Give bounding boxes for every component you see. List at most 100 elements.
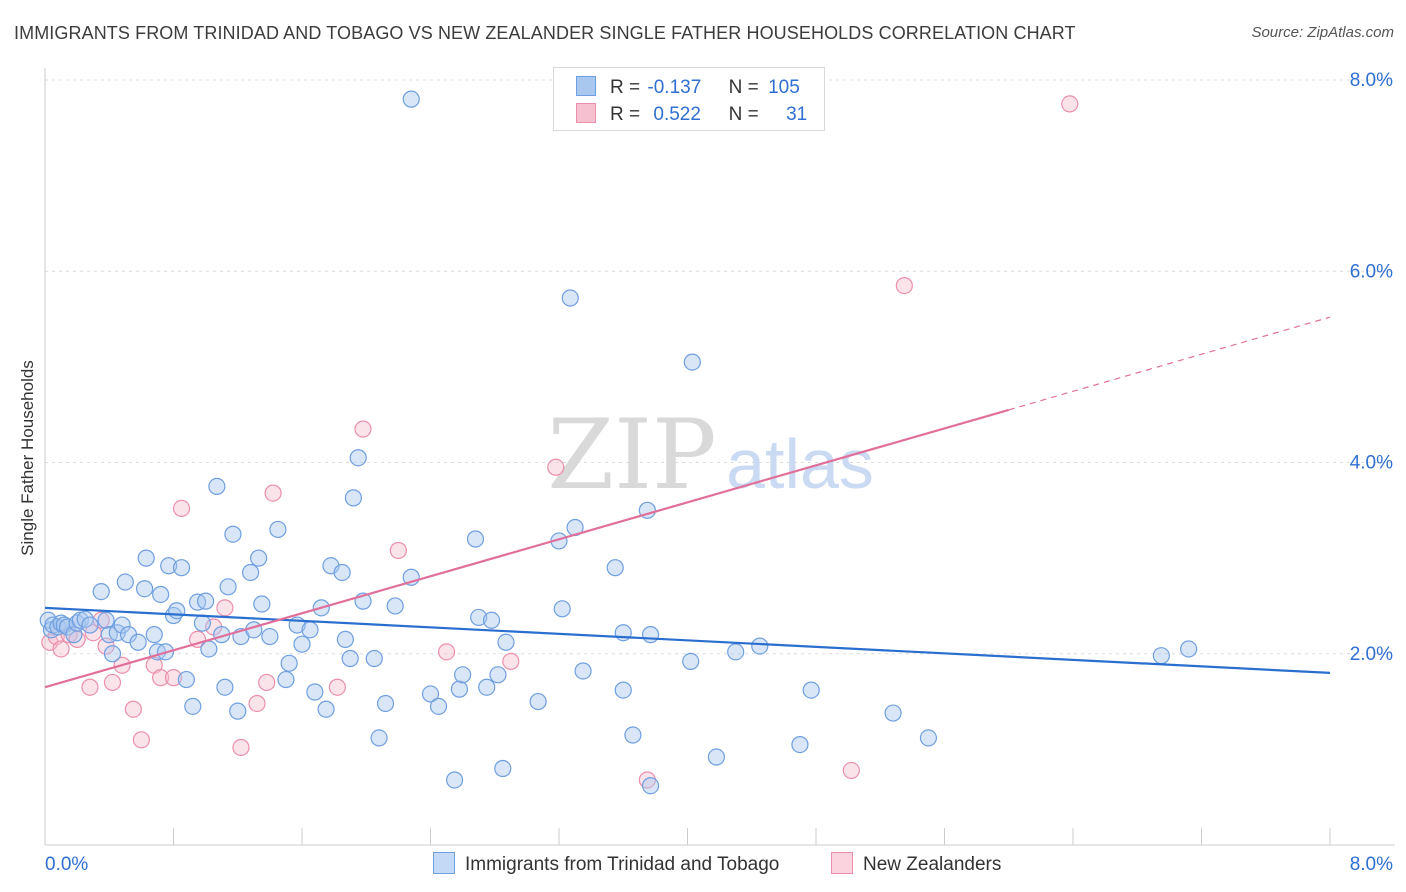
tick-labels: 2.0% 4.0% 6.0% 8.0% 0.0% 8.0% [45, 70, 1393, 875]
legend-swatch-blue [576, 76, 596, 96]
new-zealanders-point [842, 761, 860, 780]
trinidad-point [478, 678, 496, 696]
trinidad-point [200, 640, 218, 658]
trinidad-point [103, 645, 122, 663]
trinidad-point [137, 549, 155, 567]
trinidad-point [317, 700, 335, 718]
trinidad-point [39, 611, 57, 629]
trinidad-point [606, 559, 624, 577]
trinidad-point [494, 759, 512, 778]
watermark-zip: ZIP [547, 399, 716, 511]
trinidad-point [553, 600, 571, 618]
legend-n-value: 31 [786, 104, 808, 125]
trinidad-point [454, 666, 472, 684]
new-zealanders-point [52, 640, 70, 658]
new-zealanders-point [389, 541, 407, 560]
series-name-trinidad: Immigrants from Trinidad and Tobago [465, 854, 780, 875]
trinidad-point [336, 630, 354, 649]
legend-n-label: N = [728, 104, 759, 125]
series-name-new-zealanders: New Zealanders [863, 854, 1002, 875]
trinidad-point [450, 680, 469, 698]
trinidad-point [683, 353, 701, 371]
trinidad-point [277, 670, 295, 689]
trinidad-point [184, 697, 202, 715]
trinidad-point [177, 670, 195, 689]
watermark: ZIP atlas [547, 399, 874, 511]
trinidad-point [129, 633, 147, 651]
series-swatch-pink [831, 852, 853, 874]
new-zealanders-point [172, 499, 191, 517]
trinidad-point [445, 771, 464, 789]
trinidad-point [301, 621, 319, 639]
new-zealanders-point [547, 458, 565, 476]
trinidad-point [370, 729, 388, 747]
trinidad-point [529, 692, 547, 711]
trinidad-point [250, 549, 268, 567]
trinidad-point [172, 559, 191, 577]
trinidad-point [751, 637, 769, 655]
new-zealanders-point [258, 673, 276, 692]
trinidad-point [641, 626, 660, 644]
trinidad-point [97, 611, 115, 629]
new-zealanders-trend-extension [1008, 316, 1331, 411]
trinidad-point [1152, 647, 1170, 665]
trinidad-point [333, 563, 351, 582]
new-zealanders-point [328, 678, 346, 696]
axes [44, 68, 1395, 846]
trinidad-point [219, 578, 237, 596]
x-tick-label: 8.0% [1350, 854, 1393, 875]
new-zealanders-point [437, 643, 456, 661]
trinidad-point [429, 697, 448, 715]
correlation-legend: R = -0.137 N = 105 R = 0.522 N = 31 [553, 67, 825, 131]
source-label: Source: ZipAtlas.com [1251, 24, 1394, 41]
trinidad-point [682, 652, 700, 671]
trinidad-point [802, 681, 820, 699]
series-legend-new-zealanders: New Zealanders [831, 852, 1001, 876]
trinidad-point [253, 595, 271, 613]
legend-n-value: 105 [768, 77, 800, 98]
trinidad-point [216, 678, 234, 696]
legend-r-label: R = [610, 77, 641, 98]
legend-r-value: 0.522 [653, 104, 701, 125]
trinidad-point [242, 563, 260, 582]
trinidad-point [160, 557, 178, 575]
new-zealanders-point [264, 484, 282, 502]
new-zealanders-point [103, 673, 122, 692]
new-zealanders-point [124, 700, 142, 718]
trinidad-point [376, 694, 395, 713]
new-zealanders-point [895, 276, 913, 295]
series-legend-trinidad: Immigrants from Trinidad and Tobago [433, 852, 779, 876]
y-tick-label: 6.0% [1350, 261, 1393, 282]
trinidad-point [261, 627, 279, 646]
trinidad-point [624, 726, 642, 744]
trinidad-point [224, 525, 242, 543]
y-tick-label: 8.0% [1350, 70, 1393, 91]
trinidad-point [197, 592, 215, 610]
new-zealanders-point [81, 678, 99, 696]
new-zealanders-point [216, 599, 234, 617]
trinidad-point [482, 611, 501, 629]
new-zealanders-point [248, 694, 266, 713]
new-zealanders-point [502, 652, 520, 671]
trinidad-point [341, 649, 359, 668]
trinidad-point [81, 616, 99, 634]
watermark-atlas: atlas [726, 425, 874, 503]
trinidad-point [791, 735, 809, 754]
legend-row-new-zealanders: R = 0.522 N = 31 [576, 103, 807, 127]
trinidad-point [727, 643, 745, 661]
new-zealanders-point [152, 669, 170, 687]
trinidad-point [208, 477, 226, 496]
new-zealanders-trend-line [44, 408, 1010, 689]
trinidad-point [919, 729, 938, 747]
trinidad-point [1180, 640, 1198, 658]
trinidad-points [39, 90, 1198, 795]
trinidad-point [293, 635, 311, 653]
trinidad-point [365, 649, 383, 668]
trinidad-point [614, 681, 632, 699]
trinidad-point [116, 573, 134, 591]
trinidad-point [152, 585, 170, 604]
legend-r-value: -0.137 [647, 77, 702, 98]
trinidad-point [349, 449, 367, 467]
trend-lines [44, 316, 1331, 689]
